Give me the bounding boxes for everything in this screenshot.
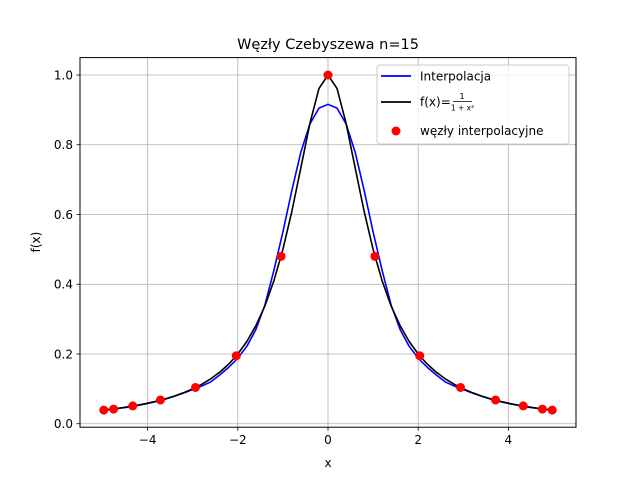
x-axis-label: x	[324, 456, 331, 470]
interpolation-node-point	[99, 405, 109, 415]
interpolation-node-point	[370, 251, 380, 261]
y-tick-label: 0.0	[54, 417, 73, 431]
legend: Interpolacja f(x)= 1 1 + x² węzły interp…	[376, 64, 570, 145]
interpolation-node-point	[323, 70, 333, 80]
legend-function-numerator: 1	[459, 92, 464, 101]
interpolation-node-point	[128, 401, 138, 411]
y-tick-label: 0.4	[54, 278, 73, 292]
legend-label-interpolacja: Interpolacja	[420, 70, 491, 84]
y-tick-label: 1.0	[54, 68, 73, 82]
interpolation-node-point	[518, 401, 528, 411]
y-tick-label: 0.6	[54, 208, 73, 222]
interpolation-node-point	[415, 351, 425, 361]
x-tick-label: 2	[414, 433, 422, 447]
interpolation-node-point	[190, 382, 200, 392]
interpolation-node-point	[547, 405, 557, 415]
interpolation-node-point	[109, 404, 119, 414]
interpolation-node-point	[491, 395, 501, 405]
legend-label-function: f(x)= 1 1 + x²	[420, 92, 474, 113]
legend-swatch-nodes	[391, 126, 401, 136]
interpolation-node-point	[155, 395, 165, 405]
x-tick-label: 4	[505, 433, 513, 447]
interpolation-node-point	[276, 251, 286, 261]
ticks: −4 −2 0 2 4 0.0 0.2 0.4 0.6 0.8 1.0	[54, 68, 512, 447]
interpolation-node-point	[231, 351, 241, 361]
legend-function-denominator: 1 + x²	[451, 104, 474, 113]
x-tick-label: −4	[139, 433, 157, 447]
y-axis-label: f(x)	[29, 232, 43, 253]
series-layer	[99, 70, 557, 415]
y-tick-label: 0.8	[54, 138, 73, 152]
x-tick-label: 0	[324, 433, 332, 447]
legend-box	[376, 64, 570, 145]
y-tick-label: 0.2	[54, 347, 73, 361]
interpolation-node-point	[456, 382, 466, 392]
chart-title: Węzły Czebyszewa n=15	[237, 37, 419, 53]
x-tick-label: −2	[229, 433, 247, 447]
legend-function-prefix: f(x)=	[420, 95, 451, 109]
legend-label-nodes: węzły interpolacyjne	[420, 124, 543, 138]
interpolation-node-point	[537, 404, 547, 414]
